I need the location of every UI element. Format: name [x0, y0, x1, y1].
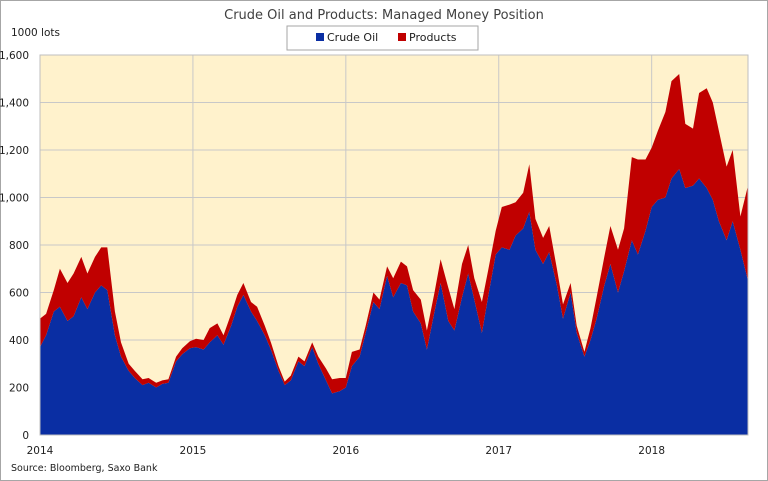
y-tick-label: 200: [9, 383, 29, 395]
legend: Crude Oil Products: [286, 25, 479, 51]
y-tick-label: 800: [9, 240, 29, 252]
x-tick-label: 2015: [180, 445, 207, 457]
x-tick-label: 2017: [485, 445, 512, 457]
x-tick-label: 2014: [27, 445, 54, 457]
legend-swatch-crude-oil: [316, 33, 324, 41]
area-crude-oil: [40, 169, 748, 435]
y-axis-unit-label: 1000 lots: [11, 27, 60, 39]
x-tick-label: 2016: [332, 445, 359, 457]
y-tick-label: 1,200: [0, 145, 29, 157]
legend-label-products: Products: [409, 31, 457, 44]
legend-label-crude-oil: Crude Oil: [327, 31, 378, 44]
data-areas: [40, 74, 748, 435]
y-tick-label: 600: [9, 288, 29, 300]
area-products: [40, 74, 748, 394]
y-tick-label: 1,600: [0, 50, 29, 62]
y-tick-label: 1,400: [0, 98, 29, 110]
legend-swatch-products: [398, 33, 406, 41]
y-tick-label: 1,000: [0, 193, 29, 205]
source-note: Source: Bloomberg, Saxo Bank: [11, 463, 158, 474]
y-tick-label: 0: [22, 430, 29, 442]
chart-title: Crude Oil and Products: Managed Money Po…: [224, 8, 544, 23]
x-tick-label: 2018: [638, 445, 665, 457]
axes: [39, 54, 749, 436]
y-tick-label: 400: [9, 335, 29, 347]
plot-border: [39, 54, 749, 436]
tick-labels: 0 200 400 600 800 1,000 1,200 1,400 1,600 2014 201…: [0, 50, 665, 457]
